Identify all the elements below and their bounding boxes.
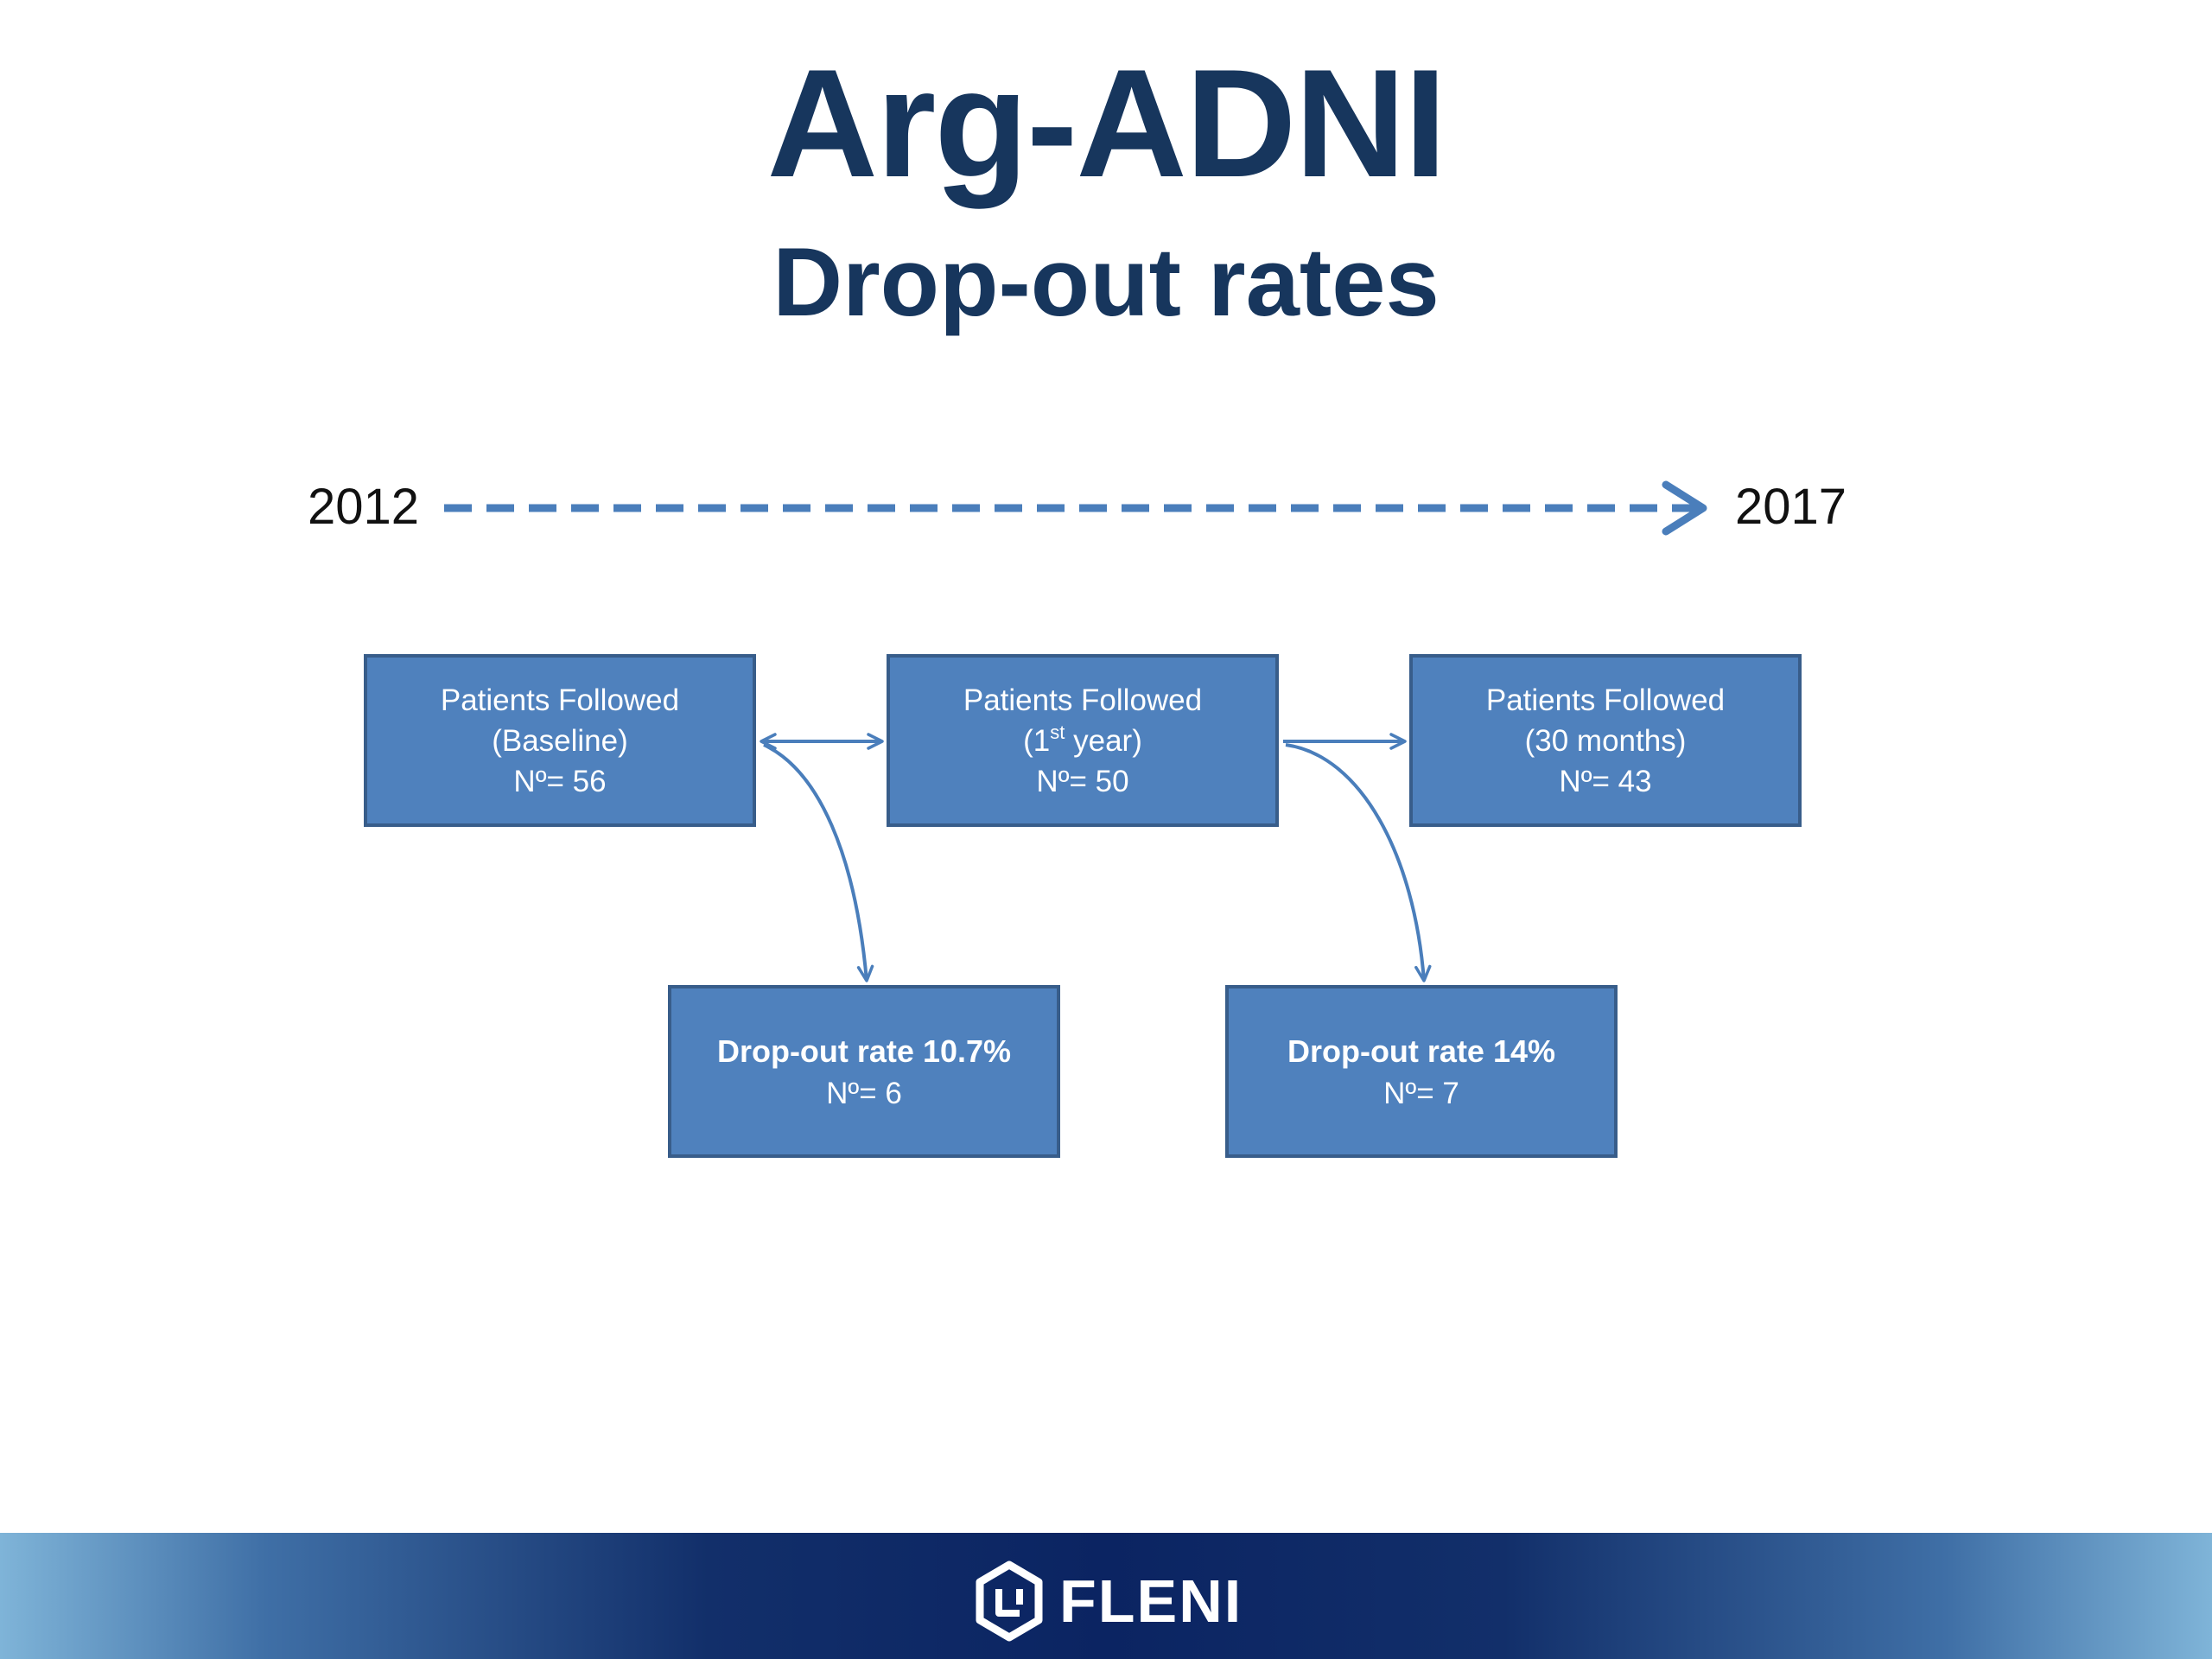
dropout-rate: Drop-out rate 10.7% [716, 1033, 1012, 1069]
stage-period-superscript: st [1050, 721, 1065, 743]
stage-label: Patients Followed [440, 683, 680, 717]
timeline-arrowhead [1662, 480, 1707, 536]
stage-box-1st-year: Patients Followed (1st year) Nº= 50 [887, 654, 1279, 827]
stage-count: Nº= 50 [1036, 764, 1129, 798]
dropout-rate: Drop-out rate 14% [1287, 1033, 1556, 1069]
dropout-box-2: Drop-out rate 14% Nº= 7 [1225, 985, 1618, 1158]
footer-bar [0, 1533, 2212, 1659]
dropout-count: Nº= 7 [1383, 1076, 1459, 1110]
stage-period: (1st year) [1023, 721, 1142, 761]
connector-year1-to-dropout2 [1285, 743, 1432, 982]
timeline-arrow [444, 480, 1707, 536]
stage-period-open: (1 [1023, 723, 1051, 758]
stage-count: Nº= 56 [513, 764, 607, 798]
stage-period-close: year) [1065, 723, 1142, 758]
stage-box-baseline: Patients Followed (Baseline) Nº= 56 [364, 654, 756, 827]
stage-label: Patients Followed [963, 683, 1203, 717]
fleni-logo-icon [976, 1560, 1043, 1642]
stage-period: (30 months) [1524, 723, 1687, 758]
stage-box-30-months: Patients Followed (30 months) Nº= 43 [1409, 654, 1802, 827]
stage-count: Nº= 43 [1559, 764, 1652, 798]
slide-title: Arg-ADNI [766, 37, 1447, 209]
dropout-box-1: Drop-out rate 10.7% Nº= 6 [668, 985, 1060, 1158]
timeline-end-year: 2017 [1735, 479, 1847, 535]
slide-subtitle: Drop-out rates [772, 228, 1440, 336]
dropout-count: Nº= 6 [826, 1076, 902, 1110]
timeline-start-year: 2012 [308, 479, 420, 535]
fleni-logo-text: FLENI [1059, 1567, 1243, 1635]
connector-baseline-to-dropout1 [763, 743, 874, 982]
fleni-logo: FLENI [973, 1560, 1243, 1643]
stage-period: (Baseline) [492, 723, 628, 758]
stage-label: Patients Followed [1485, 683, 1726, 717]
